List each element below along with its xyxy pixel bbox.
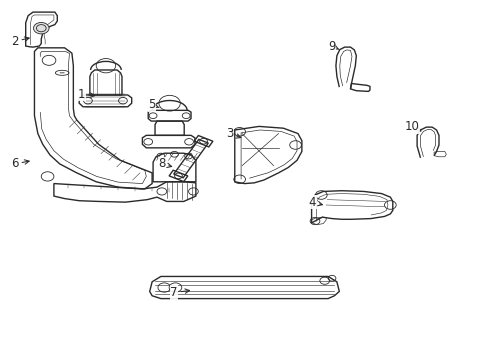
Text: 8: 8 [158, 157, 171, 170]
Text: 1: 1 [78, 88, 95, 101]
Text: 5: 5 [148, 99, 159, 112]
Text: 4: 4 [308, 195, 322, 209]
Text: 7: 7 [170, 286, 189, 299]
Text: 2: 2 [11, 35, 29, 48]
Text: 6: 6 [11, 157, 29, 170]
Circle shape [33, 22, 49, 34]
Text: 3: 3 [226, 127, 240, 140]
Text: 9: 9 [327, 40, 338, 53]
Text: 10: 10 [404, 120, 420, 133]
